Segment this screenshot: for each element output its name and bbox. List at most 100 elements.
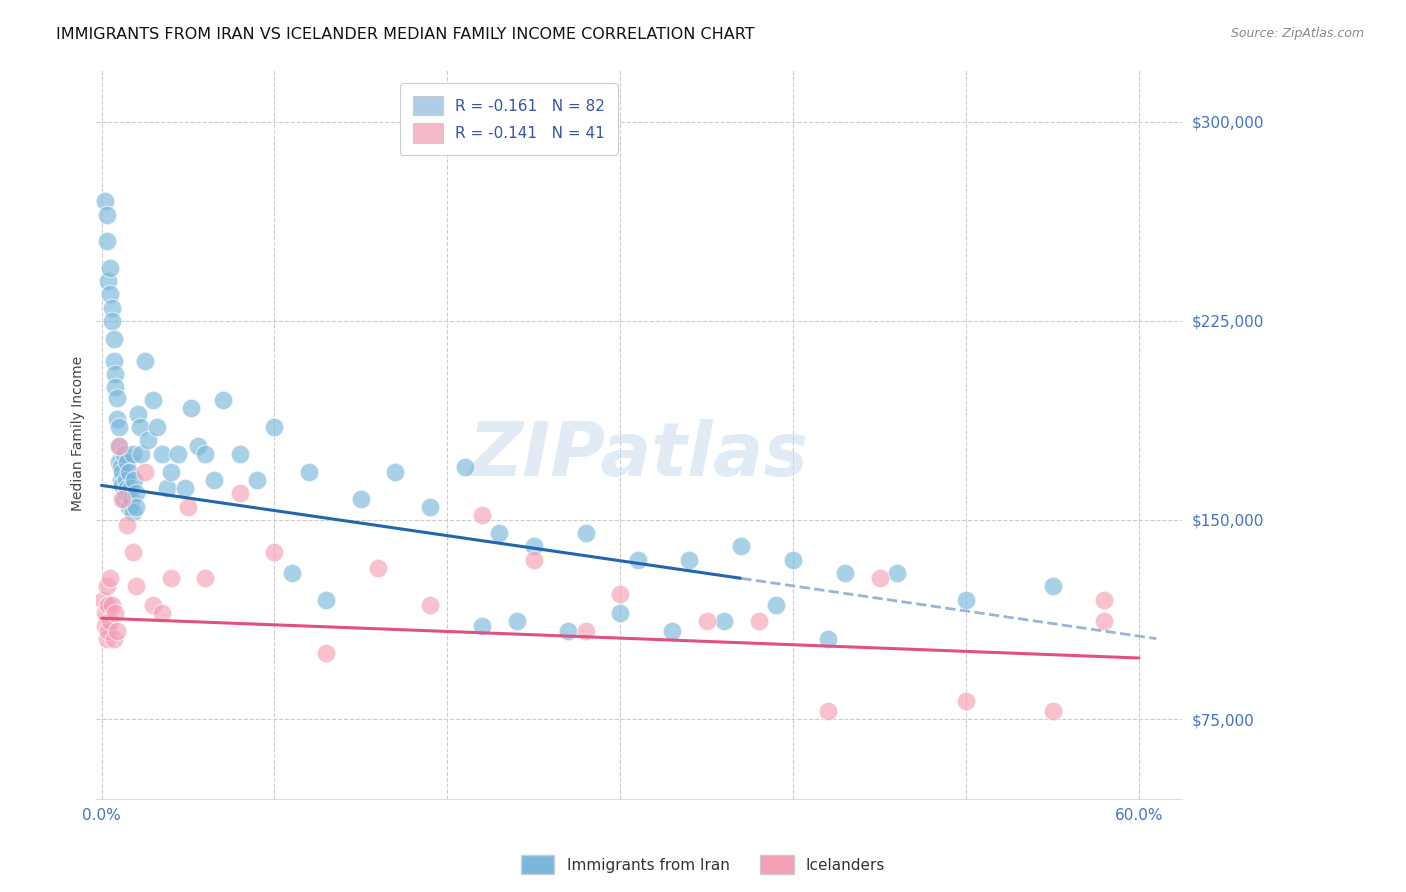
Text: IMMIGRANTS FROM IRAN VS ICELANDER MEDIAN FAMILY INCOME CORRELATION CHART: IMMIGRANTS FROM IRAN VS ICELANDER MEDIAN… — [56, 27, 755, 42]
Point — [112, 446, 135, 460]
Point — [94, 619, 117, 633]
Point — [194, 571, 217, 585]
Point — [229, 446, 252, 460]
Point — [97, 598, 120, 612]
Point — [194, 446, 217, 460]
Point — [263, 545, 285, 559]
Point — [101, 301, 124, 315]
Point — [150, 446, 173, 460]
Point — [350, 491, 373, 506]
Point — [1042, 579, 1064, 593]
Point — [523, 540, 546, 554]
Point — [315, 592, 337, 607]
Legend: Immigrants from Iran, Icelanders: Immigrants from Iran, Icelanders — [515, 849, 891, 880]
Point — [765, 598, 787, 612]
Point — [103, 353, 125, 368]
Point — [110, 473, 132, 487]
Point — [120, 481, 142, 495]
Point — [136, 434, 159, 448]
Point — [1094, 614, 1116, 628]
Point — [125, 500, 148, 514]
Point — [121, 446, 143, 460]
Point — [955, 693, 977, 707]
Point — [131, 446, 153, 460]
Point — [187, 439, 209, 453]
Point — [453, 459, 475, 474]
Point — [678, 553, 700, 567]
Point — [173, 481, 195, 495]
Point — [108, 454, 131, 468]
Point — [180, 401, 202, 416]
Point — [114, 486, 136, 500]
Point — [367, 560, 389, 574]
Point — [98, 260, 121, 275]
Point — [111, 491, 134, 506]
Point — [118, 500, 141, 514]
Point — [94, 606, 117, 620]
Point — [125, 579, 148, 593]
Point — [817, 632, 839, 647]
Y-axis label: Median Family Income: Median Family Income — [72, 356, 86, 511]
Point — [121, 505, 143, 519]
Point — [105, 412, 128, 426]
Point — [111, 465, 134, 479]
Point — [103, 632, 125, 647]
Point — [557, 624, 579, 639]
Point — [384, 465, 406, 479]
Point — [166, 446, 188, 460]
Point — [96, 632, 118, 647]
Point — [419, 500, 441, 514]
Point — [108, 439, 131, 453]
Point — [105, 624, 128, 639]
Point — [127, 407, 149, 421]
Point — [246, 473, 269, 487]
Point — [211, 393, 233, 408]
Point — [104, 367, 127, 381]
Point — [96, 234, 118, 248]
Point — [177, 500, 200, 514]
Text: ZIPatlas: ZIPatlas — [470, 419, 810, 492]
Point — [661, 624, 683, 639]
Point — [886, 566, 908, 580]
Point — [125, 486, 148, 500]
Point — [471, 508, 494, 522]
Point — [713, 614, 735, 628]
Point — [110, 459, 132, 474]
Point — [609, 587, 631, 601]
Point — [128, 420, 150, 434]
Point — [103, 332, 125, 346]
Point — [101, 314, 124, 328]
Point — [121, 545, 143, 559]
Point — [96, 579, 118, 593]
Point — [609, 606, 631, 620]
Point — [134, 465, 156, 479]
Point — [96, 208, 118, 222]
Point — [150, 606, 173, 620]
Point — [280, 566, 302, 580]
Point — [575, 526, 598, 541]
Point — [104, 380, 127, 394]
Point — [111, 478, 134, 492]
Text: Source: ZipAtlas.com: Source: ZipAtlas.com — [1230, 27, 1364, 40]
Point — [229, 486, 252, 500]
Point — [142, 393, 165, 408]
Point — [98, 571, 121, 585]
Point — [834, 566, 856, 580]
Point — [159, 571, 181, 585]
Point — [869, 571, 891, 585]
Point — [1094, 592, 1116, 607]
Point — [523, 553, 546, 567]
Point — [104, 606, 127, 620]
Point — [159, 465, 181, 479]
Point — [101, 598, 124, 612]
Point — [134, 353, 156, 368]
Point — [112, 491, 135, 506]
Point — [114, 473, 136, 487]
Point — [98, 614, 121, 628]
Point — [730, 540, 752, 554]
Point — [142, 598, 165, 612]
Point — [117, 454, 139, 468]
Point — [146, 420, 169, 434]
Point — [471, 619, 494, 633]
Point — [298, 465, 321, 479]
